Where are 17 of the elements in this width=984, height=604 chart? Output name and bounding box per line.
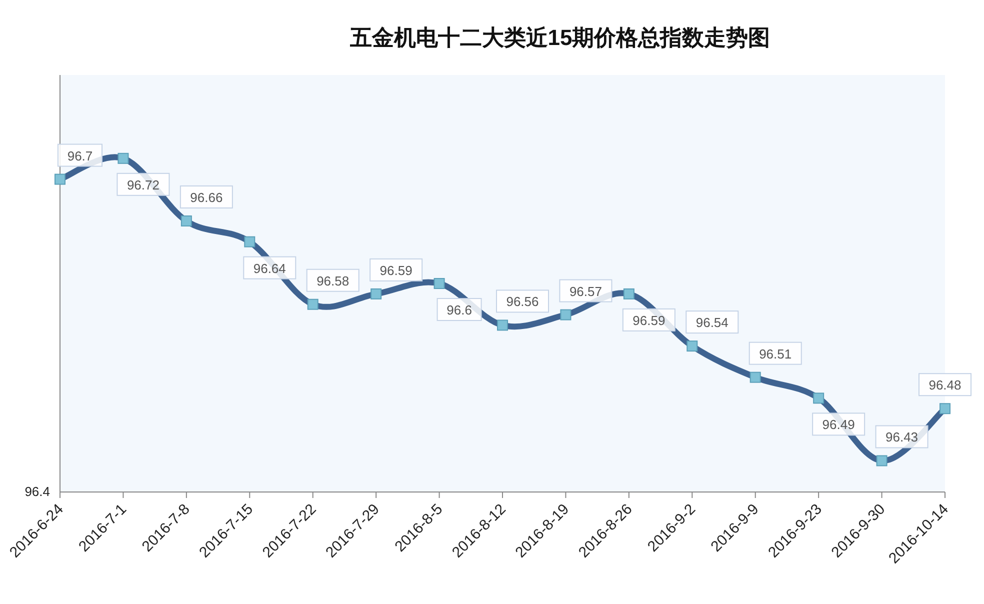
data-label: 96.54 — [696, 315, 728, 330]
data-label: 96.56 — [506, 294, 539, 310]
data-label: 96.51 — [759, 346, 792, 362]
data-label: 96.66 — [190, 190, 223, 205]
data-label: 96.72 — [126, 177, 160, 192]
data-label: 96.6 — [446, 302, 472, 318]
data-label: 96.64 — [253, 260, 286, 276]
data-label: 96.59 — [632, 312, 666, 328]
data-label: 96.7 — [67, 148, 93, 164]
data-label: 96.58 — [316, 273, 350, 288]
data-label: 96.49 — [822, 417, 855, 432]
data-label: 96.57 — [569, 284, 602, 299]
chart-title: 五金机电十二大类近15期价格总指数走势图 — [348, 25, 770, 50]
data-label: 96.43 — [886, 430, 918, 445]
data-label: 96.48 — [928, 378, 962, 393]
data-label: 96.59 — [380, 262, 412, 278]
text: 96.4 — [24, 484, 50, 499]
